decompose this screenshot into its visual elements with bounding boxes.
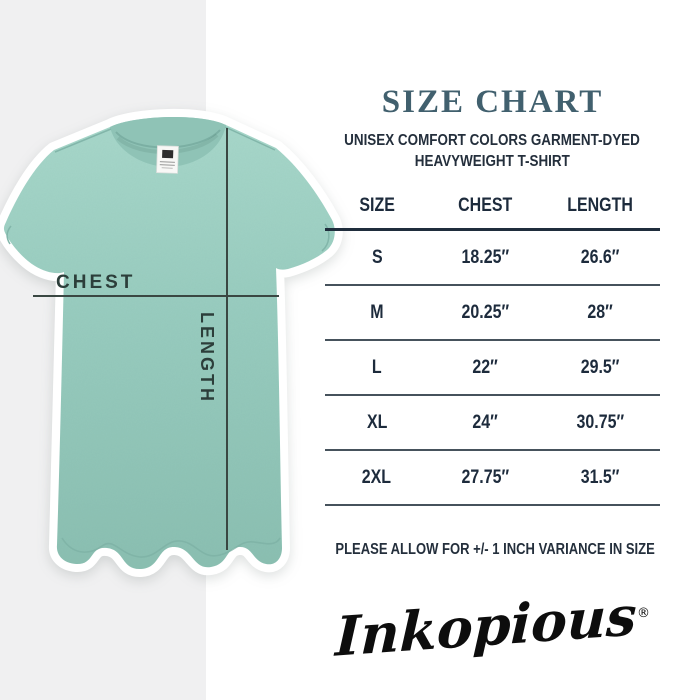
left-sleeve-stitch (6, 225, 12, 245)
variance-note: PLEASE ALLOW FOR +/- 1 INCH VARIANCE IN … (335, 541, 655, 558)
right-shoulder-seam (224, 126, 276, 151)
length-label: LENGTH (197, 312, 217, 404)
table-row: M 20.25″ 28″ (325, 286, 660, 341)
chest-value: 20.25″ (461, 302, 509, 323)
length-measure-line (226, 128, 228, 550)
header-size: SIZE (359, 195, 395, 216)
chest-measure-line (33, 295, 279, 297)
header-chest: CHEST (457, 195, 513, 216)
right-sleeve-stitch (321, 223, 330, 252)
length-value: 31.5″ (581, 467, 620, 488)
brand-name: Inkopious (334, 583, 638, 669)
table-row: S 18.25″ 26.6″ (325, 231, 660, 286)
size-value: L (372, 357, 382, 378)
chest-value: 18.25″ (461, 247, 509, 268)
size-table: SIZE CHEST LENGTH S 18.25″ 26.6″ M 20.25… (325, 184, 660, 506)
chest-value: 22″ (472, 357, 498, 378)
chest-value: 24″ (472, 412, 498, 433)
size-value: M (370, 302, 384, 323)
size-chart-panel: SIZE CHART UNISEX COMFORT COLORS GARMENT… (325, 0, 660, 700)
left-shoulder-seam (54, 128, 112, 153)
size-value: XL (366, 412, 388, 433)
subtitle: UNISEX COMFORT COLORS GARMENT-DYED HEAVY… (305, 130, 680, 172)
chest-label: CHEST (56, 272, 136, 293)
size-value: 2XL (362, 467, 392, 488)
header-length: LENGTH (567, 195, 634, 216)
brand-logo: Inkopious® (325, 583, 660, 668)
length-value: 28″ (587, 302, 614, 323)
length-value: 30.75″ (576, 412, 625, 433)
length-value: 29.5″ (581, 357, 620, 378)
table-row: L 22″ 29.5″ (325, 341, 660, 396)
size-value: S (371, 247, 383, 268)
registered-mark: ® (636, 606, 650, 621)
neck-opening (110, 116, 226, 167)
length-value: 26.6″ (581, 247, 620, 268)
hem-stitch (61, 537, 281, 558)
neck-tag (156, 145, 179, 174)
page-title: SIZE CHART (381, 84, 604, 120)
subtitle-line-2: HEAVYWEIGHT T-SHIRT (414, 153, 571, 170)
chest-value: 27.75″ (461, 467, 509, 488)
table-header-row: SIZE CHEST LENGTH (325, 184, 660, 231)
table-row: XL 24″ 30.75″ (325, 396, 660, 451)
tshirt-photo (0, 96, 348, 602)
table-row: 2XL 27.75″ 31.5″ (325, 451, 660, 506)
subtitle-line-1: UNISEX COMFORT COLORS GARMENT-DYED (344, 132, 641, 149)
